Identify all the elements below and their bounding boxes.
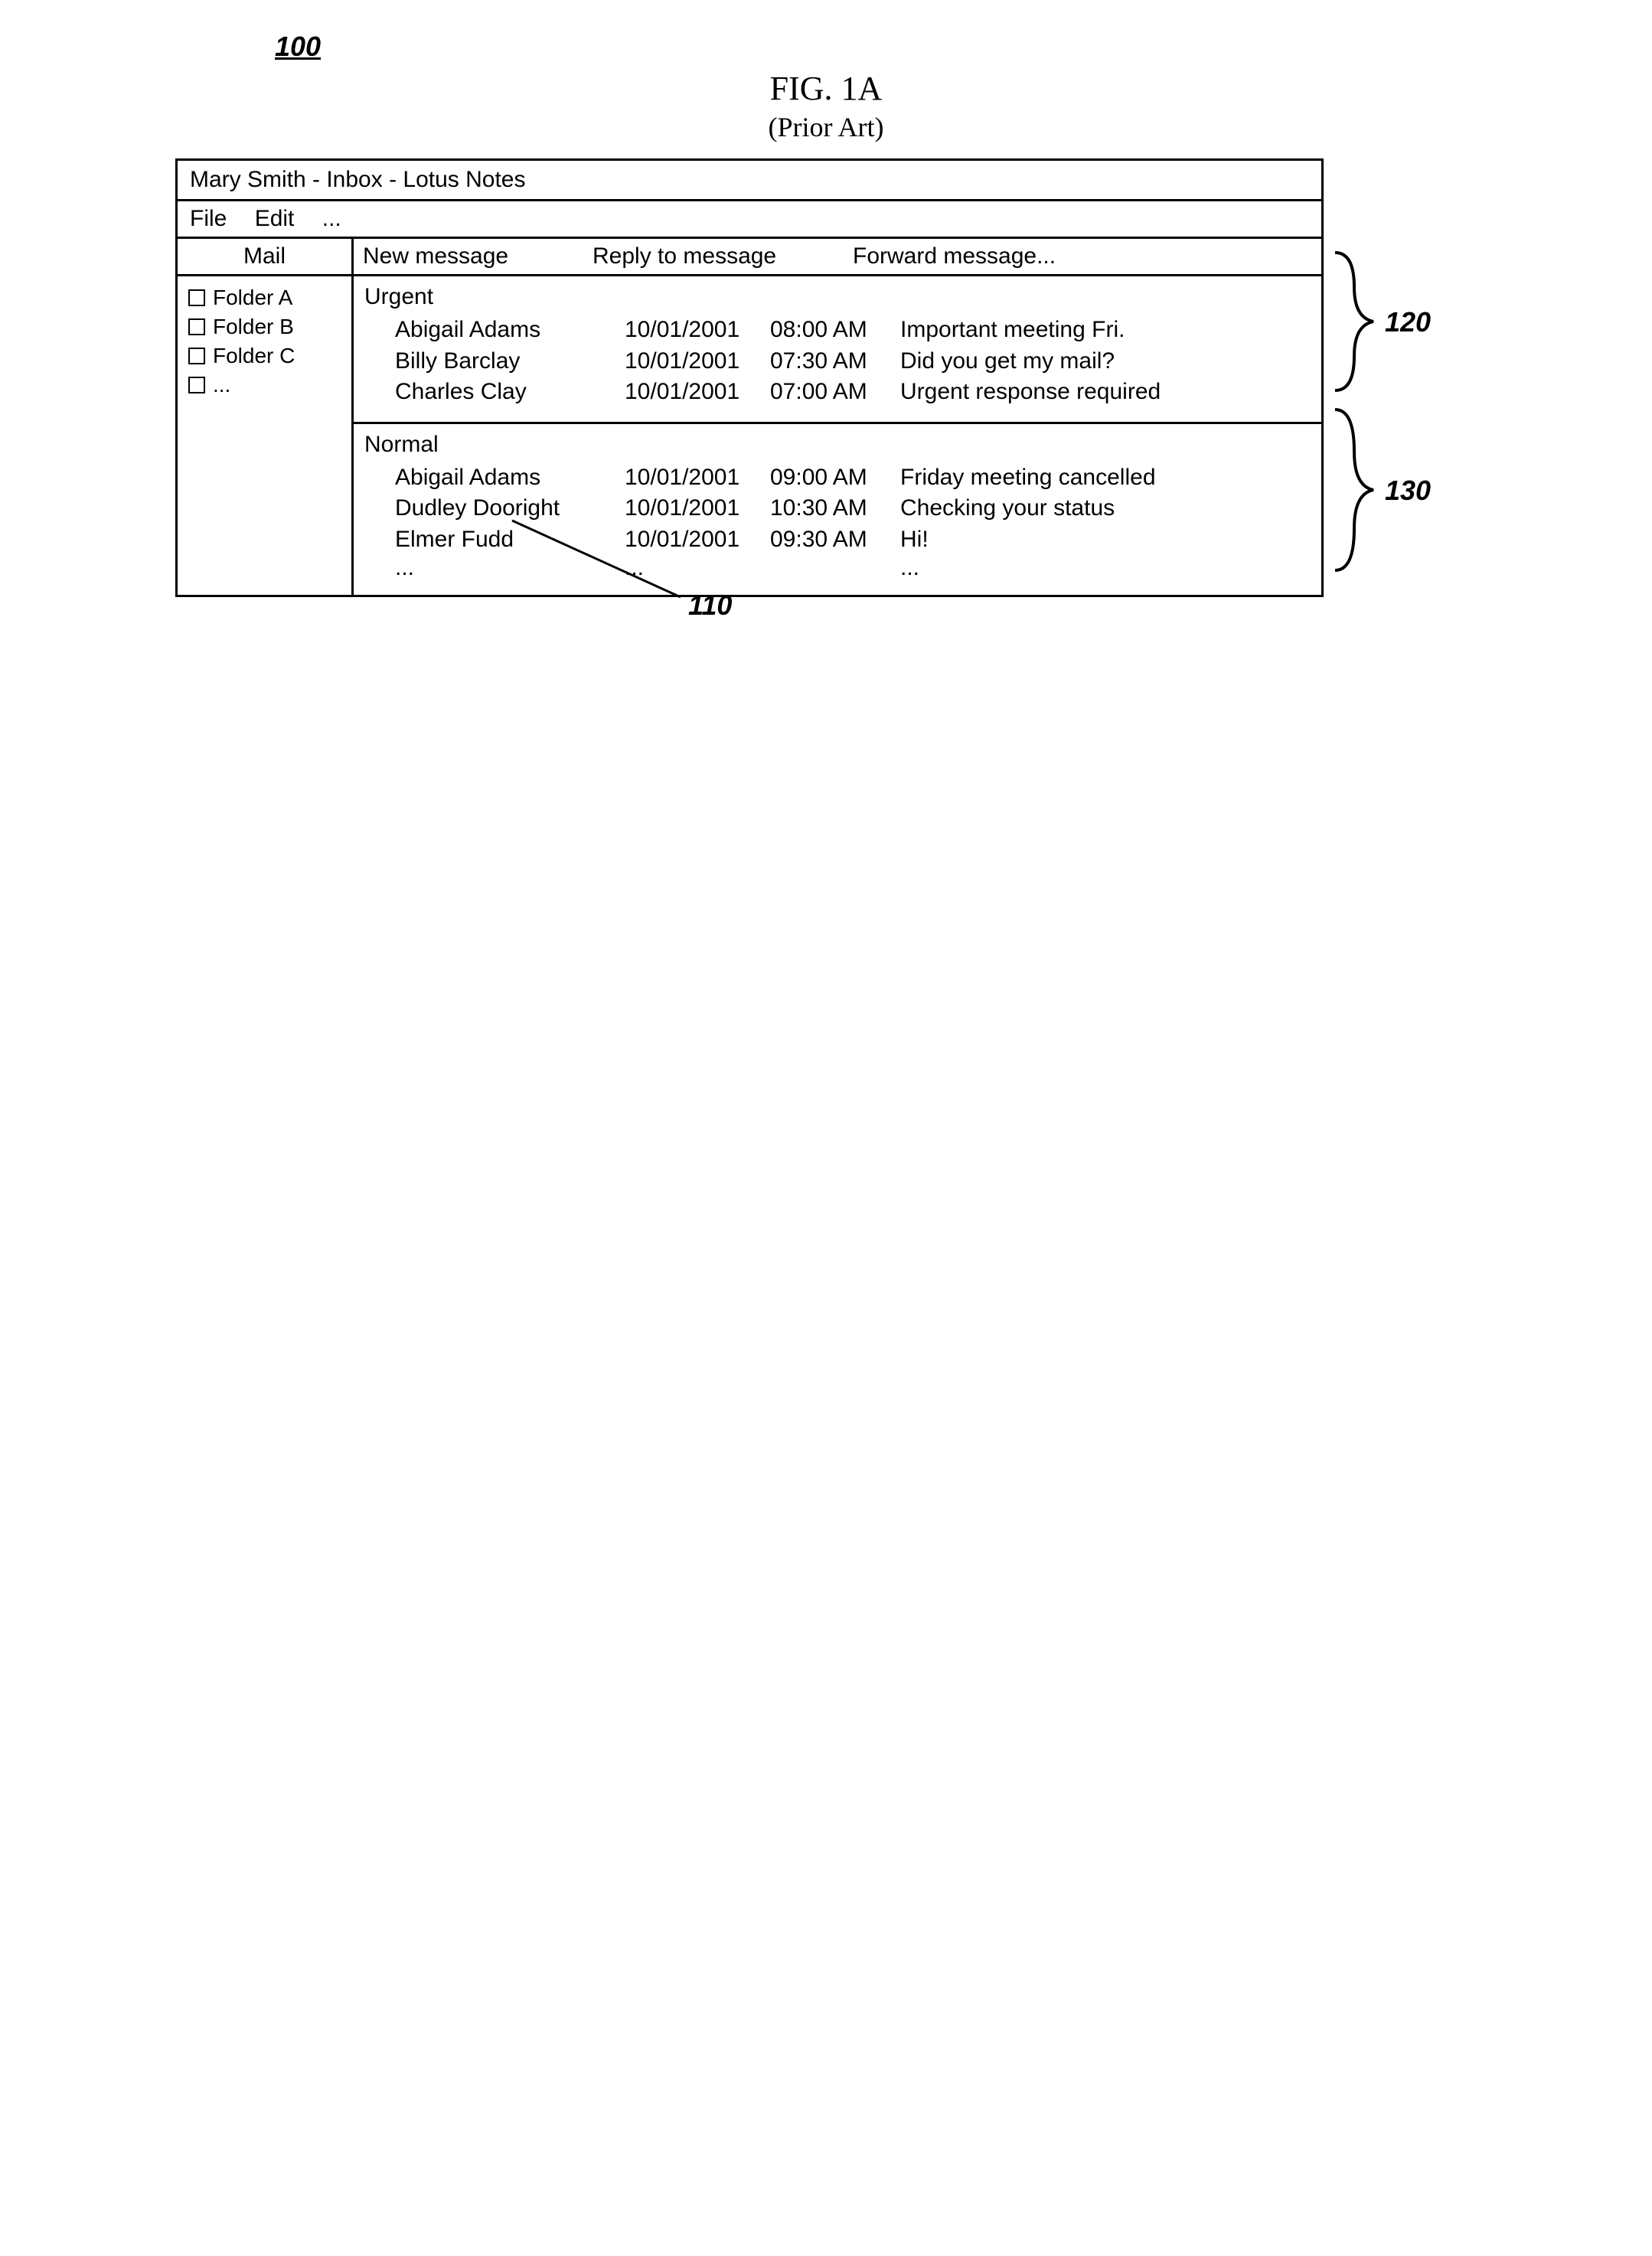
folder-item[interactable]: Folder A: [188, 286, 341, 310]
folder-icon: [188, 377, 205, 393]
ellipsis: [770, 555, 900, 581]
message-row[interactable]: Abigail Adams 10/01/2001 08:00 AM Import…: [364, 315, 1311, 346]
folder-list: Folder A Folder B Folder C ...: [178, 276, 351, 595]
figure-title: FIG. 1A: [175, 69, 1477, 108]
subject: Urgent response required: [900, 377, 1311, 408]
subject: Important meeting Fri.: [900, 315, 1311, 346]
date: 10/01/2001: [625, 462, 770, 494]
normal-section: Normal Abigail Adams 10/01/2001 09:00 AM…: [354, 424, 1321, 596]
urgent-label: Urgent: [364, 284, 1311, 310]
subject: Did you get my mail?: [900, 346, 1311, 377]
subject: Friday meeting cancelled: [900, 462, 1311, 494]
message-row[interactable]: Billy Barclay 10/01/2001 07:30 AM Did yo…: [364, 346, 1311, 377]
brace-icon: [1331, 249, 1377, 394]
sender: Abigail Adams: [395, 462, 625, 494]
urgent-section: Urgent Abigail Adams 10/01/2001 08:00 AM…: [354, 276, 1321, 424]
toolbar: New message Reply to message Forward mes…: [354, 239, 1321, 276]
time: 09:30 AM: [770, 524, 900, 556]
sidebar: Mail Folder A Folder B Folder C: [178, 239, 354, 595]
folder-icon: [188, 348, 205, 364]
time: 10:30 AM: [770, 493, 900, 524]
menubar: File Edit ...: [178, 201, 1321, 239]
menu-edit[interactable]: Edit: [255, 206, 295, 231]
folder-item[interactable]: Folder C: [188, 344, 341, 368]
folder-icon: [188, 318, 205, 335]
sender: Billy Barclay: [395, 346, 625, 377]
message-row[interactable]: Charles Clay 10/01/2001 07:00 AM Urgent …: [364, 377, 1311, 408]
subject: Hi!: [900, 524, 1311, 556]
date: 10/01/2001: [625, 315, 770, 346]
window-titlebar: Mary Smith - Inbox - Lotus Notes: [178, 161, 1321, 201]
folder-label: ...: [213, 373, 230, 397]
subject: Checking your status: [900, 493, 1311, 524]
time: 07:30 AM: [770, 346, 900, 377]
folder-icon: [188, 289, 205, 306]
ellipsis: ...: [900, 555, 1311, 581]
folder-item[interactable]: ...: [188, 373, 341, 397]
sidebar-header: Mail: [178, 239, 351, 276]
message-row[interactable]: Abigail Adams 10/01/2001 09:00 AM Friday…: [364, 462, 1311, 494]
forward-button[interactable]: Forward message...: [853, 243, 1312, 269]
normal-label: Normal: [364, 432, 1311, 458]
brace-icon: [1331, 406, 1377, 574]
new-message-button[interactable]: New message: [363, 243, 593, 269]
menu-more[interactable]: ...: [322, 206, 341, 231]
menu-file[interactable]: File: [190, 206, 227, 231]
leader-line-icon: [504, 513, 704, 612]
sender: Charles Clay: [395, 377, 625, 408]
folder-label: Folder A: [213, 286, 292, 310]
reply-button[interactable]: Reply to message: [593, 243, 853, 269]
time: 08:00 AM: [770, 315, 900, 346]
figure-subtitle: (Prior Art): [175, 111, 1477, 143]
figure-ref-130: 130: [1385, 475, 1431, 507]
main-panel: New message Reply to message Forward mes…: [354, 239, 1321, 595]
time: 09:00 AM: [770, 462, 900, 494]
date: 10/01/2001: [625, 346, 770, 377]
figure-ref-110: 110: [688, 589, 732, 622]
figure-ref-120: 120: [1385, 306, 1431, 338]
folder-label: Folder B: [213, 315, 294, 339]
window-title: Mary Smith - Inbox - Lotus Notes: [190, 167, 526, 192]
time: 07:00 AM: [770, 377, 900, 408]
sender: Abigail Adams: [395, 315, 625, 346]
date: 10/01/2001: [625, 377, 770, 408]
figure-ref-100: 100: [275, 31, 1477, 63]
app-window: Mary Smith - Inbox - Lotus Notes File Ed…: [175, 158, 1324, 597]
folder-item[interactable]: Folder B: [188, 315, 341, 339]
folder-label: Folder C: [213, 344, 295, 368]
